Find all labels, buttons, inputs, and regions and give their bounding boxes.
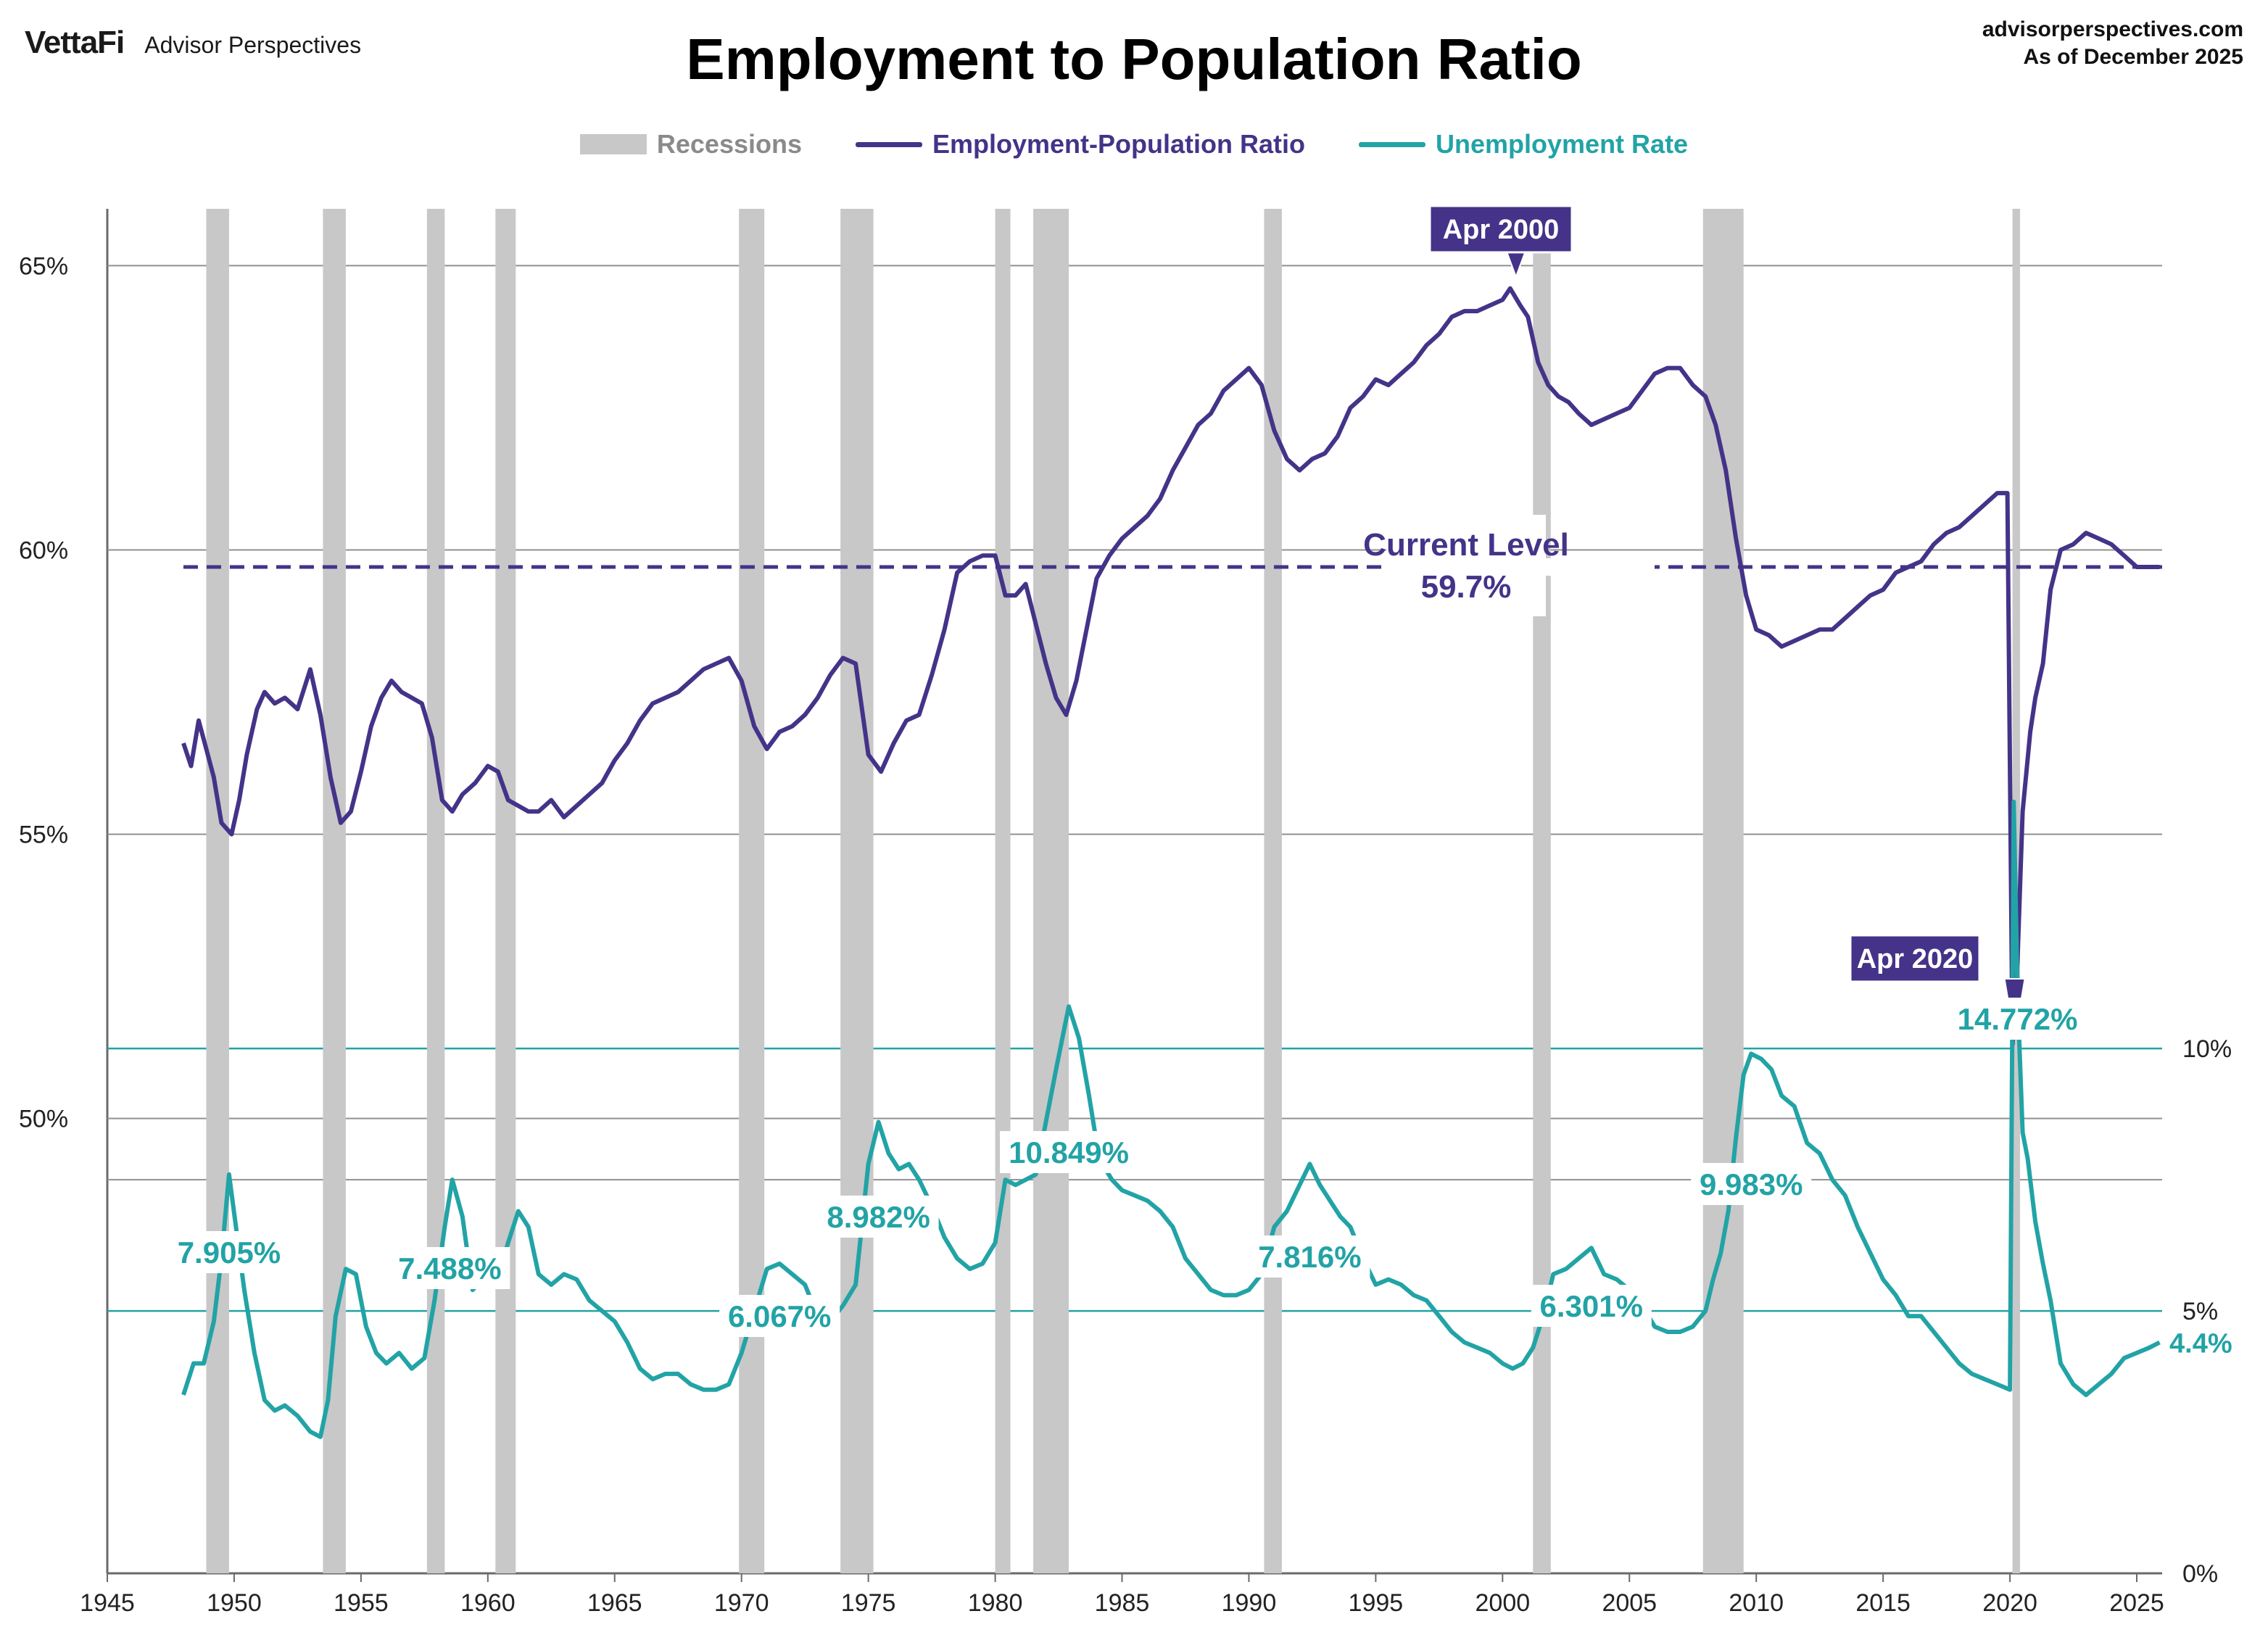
unemp-peak-box (1691, 1163, 1812, 1205)
unemp-peak-label: 9.983% (1700, 1167, 1803, 1201)
unemp-peak-label: 6.067% (728, 1299, 831, 1333)
current-level-label: Current Level (1363, 527, 1569, 563)
unemp-peak-label: 7.488% (398, 1251, 501, 1285)
legend-swatch-recessions (579, 134, 647, 154)
x-tick-label: 1960 (460, 1589, 516, 1617)
unemp-peak-box (818, 1196, 939, 1238)
unemp-peak-label: 7.816% (1258, 1240, 1361, 1274)
x-tick-label: 1945 (80, 1589, 135, 1617)
recession-band (495, 209, 516, 1573)
x-tick-label: 2015 (1855, 1589, 1911, 1617)
legend-label-epop: Employment-Population Ratio (932, 129, 1306, 159)
current-level-gap (1386, 558, 1655, 576)
source-date: As of December 2025 (2023, 45, 2244, 69)
x-tick-label: 1980 (968, 1589, 1023, 1617)
unemp-peak-box (719, 1295, 840, 1337)
unemp-peak-label: 10.849% (1009, 1135, 1129, 1169)
y-tick-right: 10% (2182, 1035, 2232, 1063)
recession-band (323, 209, 346, 1573)
source-info: advisorperspectives.com As of December 2… (1982, 16, 2243, 71)
y-tick-left: 50% (19, 1106, 68, 1133)
last-unemp-label: 4.4% (2169, 1329, 2232, 1359)
recession-band (1264, 209, 1282, 1573)
legend-swatch-unemp (1359, 141, 1426, 147)
legend: Recessions Employment-Population Ratio U… (0, 129, 2268, 160)
chart-title: Employment to Population Ratio (686, 27, 1582, 91)
x-tick-label: 1995 (1349, 1589, 1404, 1617)
unemp-peak-box (168, 1231, 289, 1273)
x-tick-label: 2020 (1982, 1589, 2037, 1617)
x-tick-label: 1990 (1222, 1589, 1277, 1617)
x-tick-label: 1965 (587, 1589, 642, 1617)
trough-callout-label: Apr 2020 (1857, 944, 1974, 974)
source-url: advisorperspectives.com (1982, 17, 2243, 41)
legend-item-epop: Employment-Population Ratio (856, 129, 1305, 160)
recession-band (206, 209, 229, 1573)
brand-logo: VettaFi (25, 25, 125, 60)
x-tick-label: 1970 (714, 1589, 769, 1617)
trough-callout-box (1849, 934, 1981, 983)
unemp-peak-box (1531, 1285, 1652, 1327)
recession-band (739, 209, 765, 1573)
y-tick-left: 60% (19, 537, 68, 565)
recession-band (1702, 209, 1744, 1573)
peak-callout-pointer (1505, 249, 1528, 279)
y-tick-left: 65% (19, 252, 68, 280)
peak-callout-box (1428, 204, 1573, 254)
unemp-peak-label: 7.905% (178, 1235, 281, 1270)
legend-swatch-epop (856, 141, 922, 147)
x-tick-label: 2000 (1476, 1589, 1531, 1617)
x-tick-label: 1955 (334, 1589, 389, 1617)
x-tick-label: 2005 (1602, 1589, 1657, 1617)
legend-item-recessions: Recessions (579, 129, 802, 160)
epop-series-line (181, 286, 2160, 1047)
x-tick-label: 1975 (841, 1589, 896, 1617)
x-tick-label: 1985 (1095, 1589, 1150, 1617)
legend-label-unemp: Unemployment Rate (1436, 129, 1689, 159)
recession-band (1033, 209, 1069, 1573)
x-tick-label: 1950 (207, 1589, 262, 1617)
unemp-peak-label: 14.772% (1958, 1002, 2078, 1036)
x-tick-label: 2010 (1729, 1589, 1784, 1617)
y-tick-left: 55% (19, 821, 68, 849)
brand-subtitle: Advisor Perspectives (144, 32, 362, 58)
legend-label-recessions: Recessions (656, 129, 802, 159)
unemp-series-line (181, 799, 2161, 1439)
unemp-peak-box (1249, 1235, 1370, 1278)
y-tick-right: 0% (2182, 1560, 2218, 1588)
unemp-peak-box (1000, 1131, 1138, 1173)
legend-item-unemp: Unemployment Rate (1359, 129, 1688, 160)
current-level-value: 59.7% (1421, 569, 1512, 605)
brand: VettaFi Advisor Perspectives (25, 25, 361, 61)
recession-band (426, 209, 445, 1573)
unemp-peak-box (389, 1247, 510, 1289)
x-tick-label: 2025 (2109, 1589, 2164, 1617)
recession-band (840, 209, 874, 1573)
recession-band (1533, 209, 1551, 1573)
unemp-peak-label: 8.982% (827, 1200, 930, 1234)
y-tick-right: 5% (2182, 1298, 2218, 1325)
peak-callout-label: Apr 2000 (1443, 215, 1560, 245)
unemp-peak-box (1948, 998, 2087, 1040)
unemp-peak-label: 6.301% (1540, 1289, 1643, 1323)
recession-band (995, 209, 1011, 1573)
